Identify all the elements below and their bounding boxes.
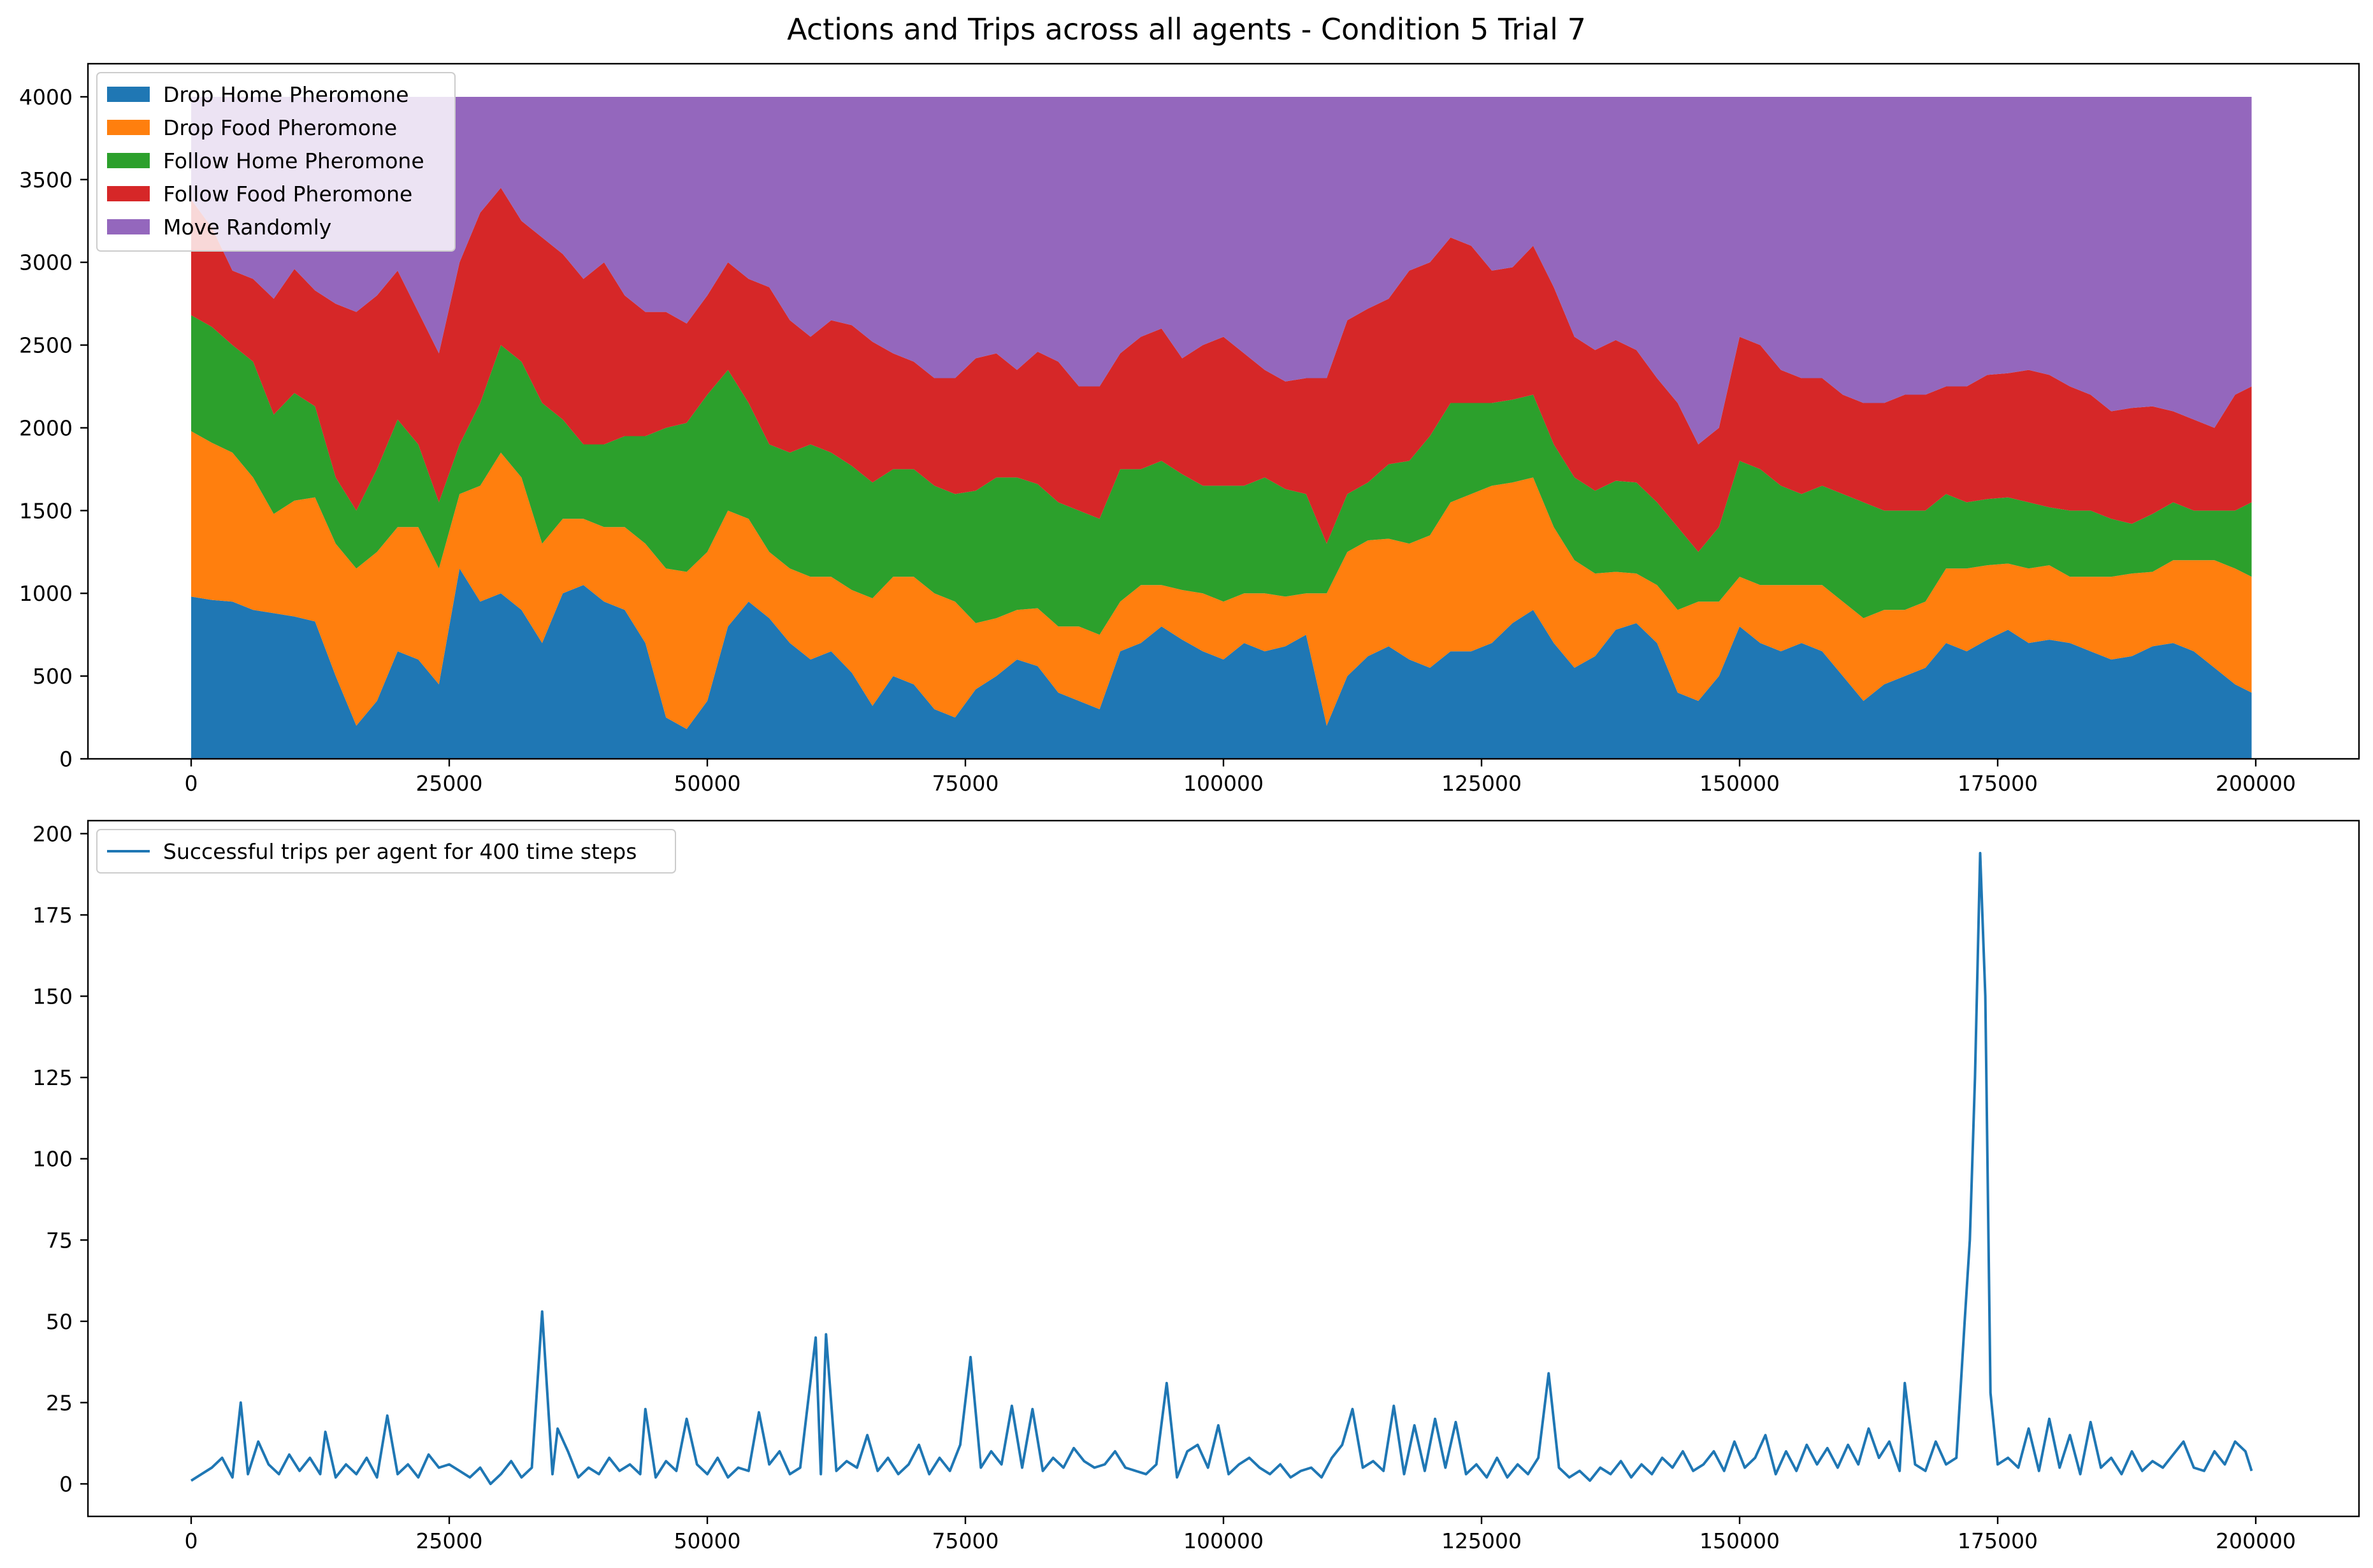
- x-tick-label: 200000: [2216, 771, 2296, 796]
- y-tick-label: 75: [46, 1228, 73, 1253]
- x-tick-label: 50000: [674, 1528, 741, 1553]
- legend-label: Successful trips per agent for 400 time …: [163, 839, 637, 864]
- trips-line: [190, 852, 2253, 1485]
- legend-swatch: [107, 153, 150, 168]
- legend-label: Drop Home Pheromone: [163, 82, 409, 107]
- x-tick-label: 100000: [1183, 1528, 1264, 1553]
- legend-swatch: [107, 219, 150, 234]
- area-drop-food-pheromone: [191, 431, 2252, 730]
- y-tick-label: 200: [32, 821, 73, 846]
- legend-box: [96, 829, 676, 874]
- legend-label: Follow Food Pheromone: [163, 182, 412, 206]
- x-tick-label: 125000: [1441, 771, 1522, 796]
- x-tick-label: 100000: [1183, 771, 1264, 796]
- y-tick-label: 50: [46, 1309, 73, 1334]
- y-tick-label: 1500: [19, 498, 73, 523]
- y-tick-label: 100: [32, 1147, 73, 1172]
- x-tick-label: 75000: [932, 1528, 999, 1553]
- x-tick-label: 50000: [674, 771, 741, 796]
- y-tick-label: 0: [59, 747, 73, 772]
- x-tick-label: 125000: [1441, 1528, 1522, 1553]
- trips-line-axes: 0 25000 50000 75000 100000 125000 150000 175000…: [32, 819, 2360, 1553]
- legend-label: Move Randomly: [163, 215, 331, 240]
- legend: Drop Home Pheromone Drop Food Pheromone Fo…: [96, 72, 456, 252]
- y-tick-label: 3000: [19, 250, 73, 275]
- legend-box: [96, 72, 456, 252]
- y-tick-label: 150: [32, 984, 73, 1009]
- x-tick-label: 150000: [1699, 771, 1780, 796]
- x-tick-label: 75000: [932, 771, 999, 796]
- stacked-area-axes: 0 25000 50000 75000 100000 125000 150000 175000…: [19, 62, 2360, 796]
- legend-swatch: [107, 87, 150, 102]
- y-tick-label: 175: [32, 903, 73, 928]
- area-follow-food-pheromone: [191, 187, 2252, 552]
- legend-label: Follow Home Pheromone: [163, 148, 424, 173]
- chart-title: Actions and Trips across all agents - Co…: [787, 12, 1586, 47]
- y-tick-label: 4000: [19, 85, 73, 110]
- y-tick-label: 500: [32, 664, 73, 689]
- y-tick-label: 125: [32, 1065, 73, 1090]
- area-layers: [191, 97, 2252, 759]
- y-tick-label: 3500: [19, 168, 73, 192]
- area-drop-home-pheromone: [191, 568, 2252, 759]
- legend-label: Drop Food Pheromone: [163, 115, 397, 140]
- x-tick-label: 0: [185, 771, 198, 796]
- legend: Successful trips per agent for 400 time …: [96, 829, 676, 874]
- x-tick-label: 200000: [2216, 1528, 2296, 1553]
- x-tick-label: 0: [185, 1528, 198, 1553]
- x-tick-label: 150000: [1699, 1528, 1780, 1553]
- y-tick-label: 2500: [19, 333, 73, 358]
- y-tick-label: 25: [46, 1390, 73, 1415]
- x-tick-label: 175000: [1958, 1528, 2038, 1553]
- legend-swatch: [107, 120, 150, 135]
- x-tick-label: 25000: [416, 1528, 483, 1553]
- area-move-randomly: [191, 97, 2252, 445]
- y-tick-label: 1000: [19, 581, 73, 606]
- x-tick-label: 25000: [416, 771, 483, 796]
- x-tick-label: 175000: [1958, 771, 2038, 796]
- area-follow-home-pheromone: [191, 315, 2252, 635]
- y-tick-label: 2000: [19, 415, 73, 440]
- legend-swatch: [107, 186, 150, 201]
- y-tick-label: 0: [59, 1472, 73, 1497]
